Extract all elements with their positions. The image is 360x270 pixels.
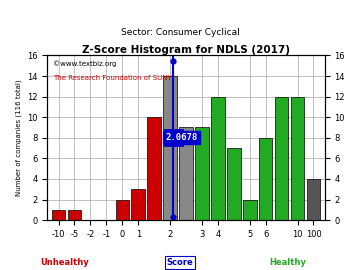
Title: Z-Score Histogram for NDLS (2017): Z-Score Histogram for NDLS (2017) — [82, 45, 290, 55]
Bar — [275, 97, 288, 220]
Bar — [68, 210, 81, 220]
Bar — [131, 189, 145, 220]
Bar — [52, 210, 65, 220]
Bar — [243, 200, 257, 220]
Bar — [259, 138, 273, 220]
Text: ©www.textbiz.org: ©www.textbiz.org — [53, 60, 116, 67]
Bar — [227, 148, 240, 220]
Bar — [116, 200, 129, 220]
Text: 2.0678: 2.0678 — [165, 133, 198, 142]
Y-axis label: Number of companies (116 total): Number of companies (116 total) — [15, 79, 22, 196]
Bar — [163, 76, 177, 220]
Bar — [307, 179, 320, 220]
Text: Sector: Consumer Cyclical: Sector: Consumer Cyclical — [121, 28, 239, 37]
Bar — [291, 97, 304, 220]
Bar — [195, 127, 209, 220]
Text: Unhealthy: Unhealthy — [40, 258, 89, 267]
Bar — [179, 127, 193, 220]
Bar — [147, 117, 161, 220]
Text: The Research Foundation of SUNY: The Research Foundation of SUNY — [53, 75, 172, 81]
Bar — [211, 97, 225, 220]
Text: Healthy: Healthy — [270, 258, 306, 267]
Text: Score: Score — [167, 258, 193, 267]
